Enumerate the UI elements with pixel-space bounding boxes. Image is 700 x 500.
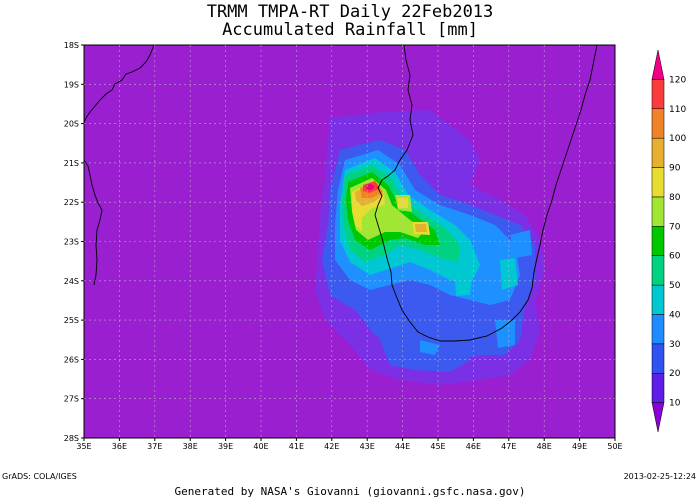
- colorbar: 10 20 30 40 50 60 70 80 90 100 110 120: [651, 49, 686, 433]
- latitude-labels: 18S 19S 20S 21S 22S 23S 24S 25S 26S 27S 28S: [64, 41, 79, 443]
- mozambique-south-coast: [84, 159, 103, 286]
- map-subtitle: Accumulated Rainfall [mm]: [222, 20, 478, 40]
- lat-tick-label: 20S: [64, 120, 79, 129]
- axis-ticks: [81, 44, 616, 441]
- colorbar-label: 20: [669, 369, 681, 379]
- colorbar-swatch: [651, 167, 665, 198]
- lat-tick-label: 23S: [64, 238, 79, 247]
- longitude-labels: 35E 36E 37E 38E 39E 40E 41E 42E 43E 44E 45E 46E 47E 4…: [76, 442, 622, 451]
- colorbar-swatch: [651, 343, 665, 374]
- colorbar-swatch: [651, 255, 665, 286]
- lat-tick-label: 18S: [64, 41, 79, 50]
- lon-tick-label: 50E: [607, 442, 622, 451]
- lon-tick-label: 38E: [183, 442, 198, 451]
- footer-giovanni-credit: Generated by NASA's Giovanni (giovanni.g…: [174, 485, 526, 498]
- lon-tick-label: 41E: [289, 442, 304, 451]
- map-title: TRMM TMPA-RT Daily 22Feb2013: [206, 2, 494, 22]
- colorbar-label: 30: [669, 340, 681, 350]
- lat-tick-label: 26S: [64, 355, 79, 364]
- colorbar-swatch: [651, 226, 665, 256]
- colorbar-label: 120: [669, 75, 686, 85]
- lat-tick-label: 19S: [64, 80, 79, 89]
- colorbar-bottom-arrow: [651, 402, 665, 433]
- colorbar-swatch: [651, 196, 665, 227]
- colorbar-swatch: [651, 79, 665, 110]
- colorbar-label: 10: [669, 399, 681, 409]
- colorbar-label: 60: [669, 252, 681, 262]
- lon-tick-label: 47E: [501, 442, 516, 451]
- colorbar-label: 40: [669, 310, 681, 320]
- lon-tick-label: 35E: [76, 442, 91, 451]
- lon-tick-label: 39E: [218, 442, 233, 451]
- lat-tick-label: 22S: [64, 198, 79, 207]
- coastlines: [84, 45, 598, 342]
- colorbar-label: 80: [669, 193, 681, 203]
- colorbar-top-arrow: [651, 49, 665, 80]
- colorbar-swatch: [651, 284, 665, 315]
- colorbar-label: 50: [669, 281, 681, 291]
- colorbar-label: 110: [669, 105, 686, 115]
- colorbar-label: 70: [669, 222, 681, 232]
- colorbar-swatch: [651, 372, 665, 403]
- lon-tick-label: 48E: [537, 442, 552, 451]
- colorbar-swatch: [651, 108, 665, 139]
- gridlines: [84, 45, 615, 438]
- lon-tick-label: 42E: [324, 442, 339, 451]
- colorbar-swatch: [651, 314, 665, 345]
- lon-tick-label: 43E: [360, 442, 375, 451]
- lat-tick-label: 28S: [64, 434, 79, 443]
- lat-tick-label: 24S: [64, 277, 79, 286]
- lon-tick-label: 40E: [253, 442, 268, 451]
- lon-tick-label: 37E: [147, 442, 162, 451]
- colorbar-label: 100: [669, 134, 686, 144]
- mozambique-coastline: [84, 45, 155, 124]
- lon-tick-label: 49E: [572, 442, 587, 451]
- madagascar-coastline: [374, 45, 598, 342]
- lat-tick-label: 21S: [64, 159, 79, 168]
- colorbar-label: 90: [669, 164, 681, 174]
- footer-grads-credit: GrADS: COLA/IGES: [2, 472, 77, 481]
- colorbar-swatch: [651, 137, 665, 168]
- lon-tick-label: 46E: [466, 442, 481, 451]
- lon-tick-label: 45E: [430, 442, 445, 451]
- lon-tick-label: 36E: [112, 442, 127, 451]
- lon-tick-label: 44E: [395, 442, 410, 451]
- lat-tick-label: 27S: [64, 395, 79, 404]
- lat-tick-label: 25S: [64, 316, 79, 325]
- rainfall-field: [315, 110, 545, 385]
- footer-timestamp: 2013-02-25-12:24: [623, 472, 696, 481]
